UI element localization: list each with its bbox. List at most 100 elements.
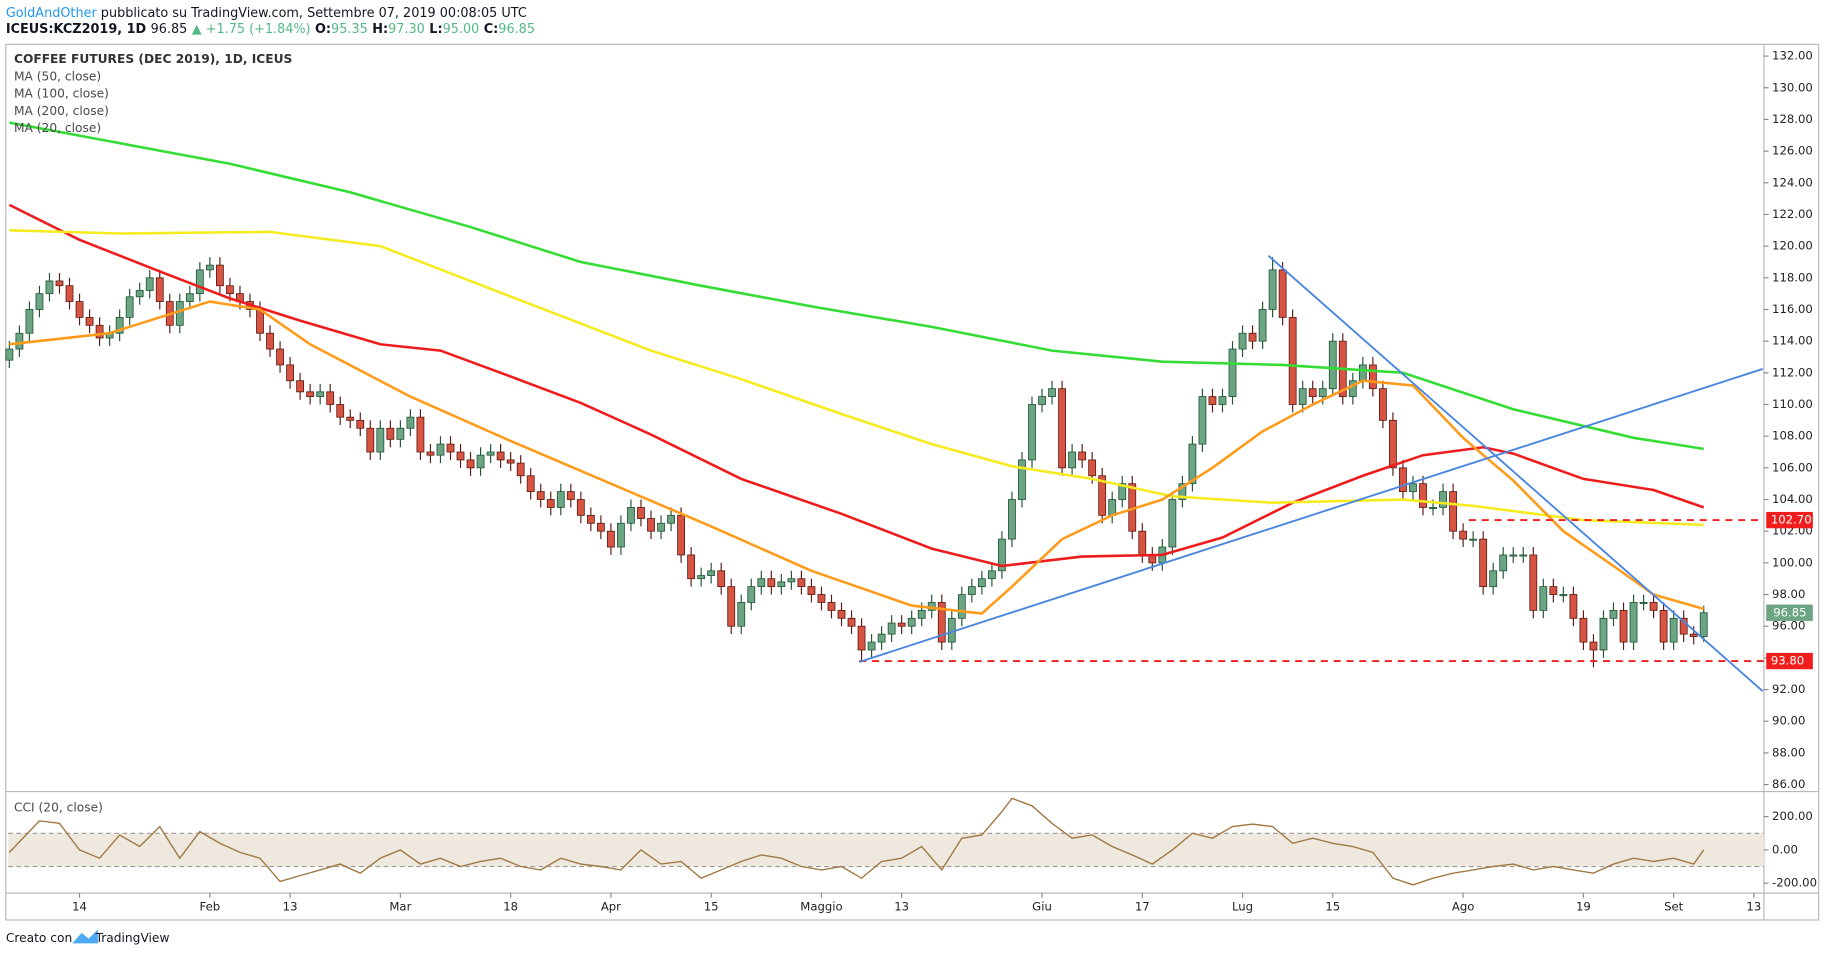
x-tick-label: Giu	[1032, 900, 1052, 914]
y-tick-label: 118.00	[1772, 270, 1813, 284]
candle-body	[95, 324, 104, 339]
candle-body	[155, 277, 164, 302]
candle-body	[807, 586, 816, 595]
x-tick-label: Feb	[200, 900, 221, 914]
x-tick-label: 17	[1135, 900, 1150, 914]
candle-body	[296, 380, 305, 393]
candle-body	[877, 633, 886, 643]
candle-body	[75, 301, 84, 318]
y-tick-label: 126.00	[1772, 144, 1813, 158]
candle-body	[1559, 594, 1568, 597]
footer-brand[interactable]: TradingView	[95, 931, 170, 945]
candle-body	[1248, 332, 1257, 342]
chart-title: COFFEE FUTURES (DEC 2019), 1D, ICEUS	[14, 52, 292, 66]
moving-average	[8, 203, 1705, 568]
candle-body	[847, 617, 856, 627]
candle-body	[1058, 388, 1066, 469]
y-tick-label: 124.00	[1772, 175, 1813, 189]
quote-low-key: L:	[429, 22, 442, 37]
candle-body	[907, 617, 916, 627]
candle-body	[1419, 483, 1427, 508]
candle-body	[15, 332, 24, 350]
y-tick-label: 88.00	[1772, 745, 1805, 759]
candle-body	[787, 578, 796, 583]
candle-body	[566, 491, 575, 500]
candle-body	[1368, 364, 1377, 390]
candle-body	[1399, 467, 1407, 493]
y-tick-label: 130.00	[1772, 80, 1813, 94]
candle-body	[356, 419, 365, 429]
x-tick-label: 13	[283, 900, 298, 914]
candle-body	[657, 522, 665, 532]
y-tick-label: 90.00	[1772, 714, 1805, 728]
y-tick-label: 110.00	[1772, 397, 1813, 411]
candle-body	[1008, 499, 1016, 540]
candle-body	[1449, 491, 1457, 532]
candle-body	[1569, 594, 1578, 619]
candle-body	[1188, 443, 1197, 485]
y-tick-label: 86.00	[1772, 777, 1805, 791]
candle-body	[1348, 380, 1357, 397]
candle-body	[1228, 348, 1237, 397]
candle-body	[266, 332, 274, 350]
last: 96.85	[151, 22, 188, 37]
candle-body	[125, 296, 134, 318]
candle-body	[336, 404, 345, 418]
candle-body	[998, 538, 1006, 572]
y-tick-label: 114.00	[1772, 334, 1813, 348]
y-tick-label: 98.00	[1772, 587, 1805, 601]
level-label-box	[1766, 511, 1813, 529]
candle-body	[1218, 396, 1227, 405]
candle-body	[1669, 617, 1678, 643]
x-tick-label: 15	[704, 900, 719, 914]
candle-body	[747, 586, 756, 603]
candle-body	[1308, 388, 1317, 397]
candle-body	[1589, 641, 1598, 651]
candle-body	[967, 586, 976, 595]
quote-high-key: H:	[372, 22, 388, 37]
candle-body	[627, 507, 635, 524]
candle-body	[1429, 507, 1437, 510]
level-label-box	[1766, 652, 1813, 670]
x-tick-label: 15	[1325, 900, 1340, 914]
frame	[5, 43, 1820, 921]
y-tick-label: 122.00	[1772, 207, 1813, 221]
candle-body	[637, 507, 645, 519]
plot	[5, 55, 1769, 898]
legend: 86.0088.0090.0092.0094.0096.0098.00100.0…	[14, 49, 1817, 914]
author[interactable]: GoldAndOther	[6, 5, 98, 20]
candle-body	[135, 290, 144, 298]
candle-body	[456, 451, 465, 461]
trendline-resistance	[1267, 254, 1764, 692]
candle-body	[1238, 332, 1247, 350]
candle-body	[426, 451, 435, 456]
legend-entry: MA (100, close)	[14, 87, 109, 101]
candle-body	[887, 622, 896, 635]
change: ▲ +1.75 (+1.84%)	[192, 22, 311, 37]
candle-body	[977, 578, 986, 588]
level-label: 93.80	[1771, 654, 1804, 668]
candle-body	[1639, 602, 1648, 605]
legend-entry: MA (200, close)	[14, 104, 109, 118]
candle-body	[1609, 609, 1618, 619]
candle-body	[1459, 530, 1468, 540]
candle-body	[797, 578, 806, 588]
candle-body	[1328, 340, 1337, 390]
y-tick-label: 100.00	[1772, 555, 1813, 569]
x-tick-label: 14	[72, 900, 87, 914]
symbol: ICEUS:KCZ2019, 1D	[6, 22, 146, 37]
candle-body	[1318, 388, 1327, 397]
x-tick-label: Set	[1664, 900, 1684, 914]
candle-body	[1579, 617, 1588, 643]
candle-body	[596, 522, 605, 532]
legend-entry: MA (50, close)	[14, 70, 101, 84]
candle-body	[1689, 633, 1698, 637]
candle-body	[1098, 475, 1107, 516]
candle-body	[757, 578, 766, 588]
candle-body	[1178, 483, 1187, 500]
y-tick-label: 106.00	[1772, 460, 1813, 474]
y-tick-label: 116.00	[1772, 302, 1813, 316]
candle-body	[1298, 388, 1307, 405]
candle-body	[85, 316, 94, 326]
